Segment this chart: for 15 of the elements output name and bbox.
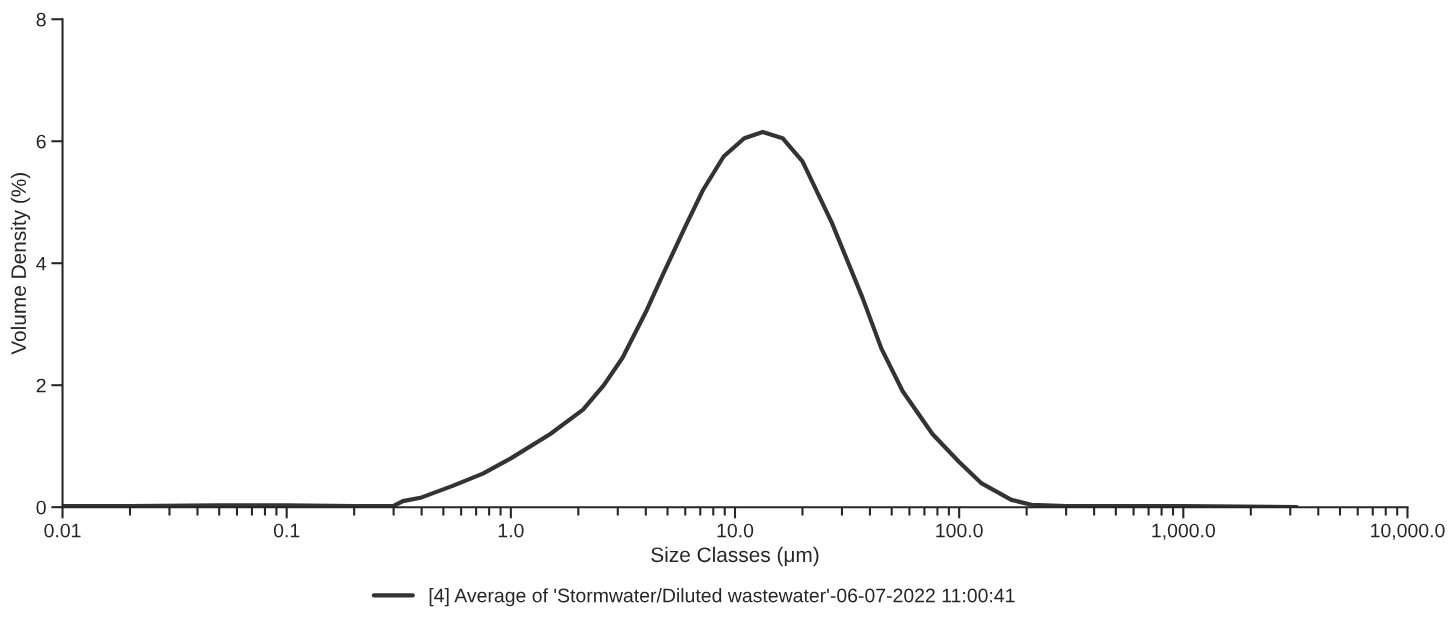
- y-tick-label: 8: [36, 12, 46, 27]
- y-axis-title: Volume Density (%): [10, 173, 31, 355]
- x-tick-label: 10,000.0: [1371, 523, 1445, 540]
- x-tick-label: 10.0: [717, 523, 754, 538]
- y-tick-label: 6: [36, 134, 46, 149]
- x-tick-label: 1,000.0: [1152, 523, 1215, 540]
- x-axis-title: Size Classes (μm): [651, 546, 819, 567]
- x-tick-label: 0.01: [44, 523, 81, 538]
- x-tick-label: 1.0: [498, 523, 524, 538]
- legend-label: [4] Average of 'Stormwater/Diluted wastewater'-06-07-2022 11:00:41: [429, 588, 1015, 607]
- x-tick-label: 100.0: [936, 523, 983, 538]
- y-tick-label: 2: [36, 378, 46, 393]
- y-tick-label: 4: [36, 256, 46, 271]
- y-tick-label: 0: [36, 500, 46, 515]
- x-tick-label: 0.1: [273, 523, 300, 538]
